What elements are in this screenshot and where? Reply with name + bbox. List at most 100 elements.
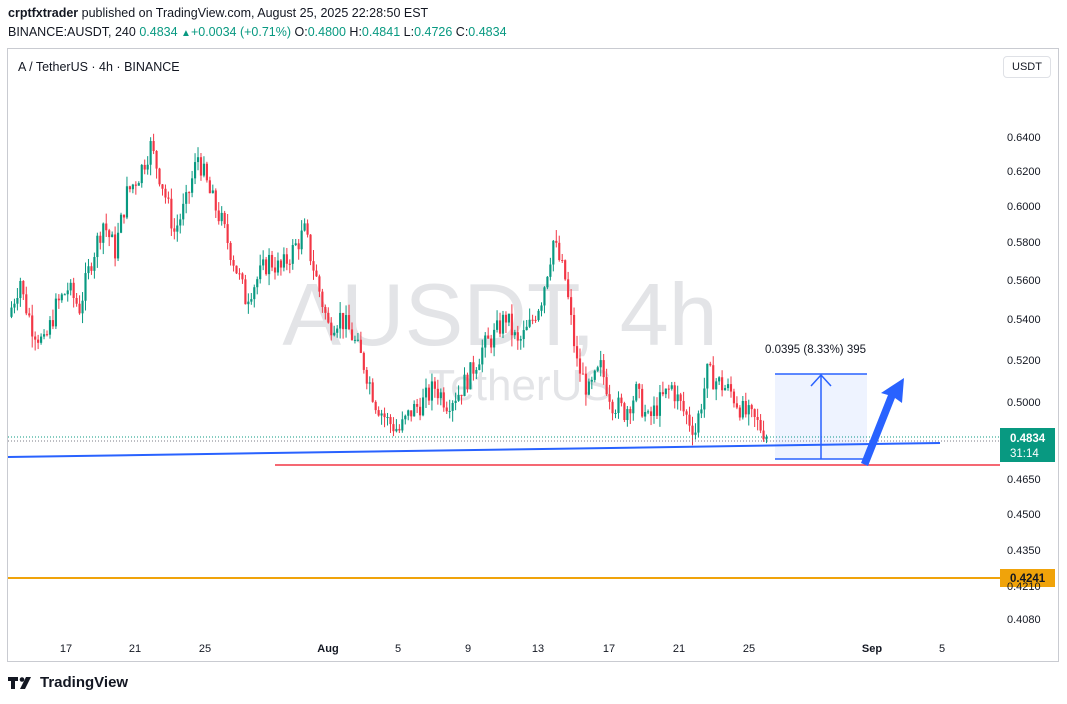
candle-body (63, 294, 66, 296)
last-price-tag (1000, 428, 1055, 462)
candle-body (208, 180, 211, 194)
candle-body (667, 388, 670, 390)
candle-body (620, 397, 623, 404)
pair-title: A / TetherUS · 4h · BINANCE (18, 60, 180, 74)
candle-body (359, 339, 362, 353)
candle-body (356, 339, 359, 341)
candle-body (238, 273, 241, 275)
candle-body (294, 243, 297, 246)
y-tick-label: 0.4350 (1007, 545, 1041, 557)
candle-body (167, 197, 170, 199)
candle-body (229, 242, 232, 260)
candle-body (487, 335, 490, 339)
candle-body (105, 223, 108, 231)
candle-body (741, 401, 744, 418)
candle-body (564, 260, 567, 280)
candle-body (572, 314, 576, 347)
candle-body (315, 270, 318, 277)
candle-body (664, 388, 667, 395)
candle-body (475, 369, 478, 374)
candle-body (759, 419, 762, 431)
candle-body (401, 419, 404, 431)
candle-body (570, 297, 573, 315)
candle-body (575, 346, 579, 359)
candle-body (10, 307, 13, 317)
candle-body (45, 334, 49, 336)
x-tick-label: 13 (532, 643, 544, 655)
currency-button[interactable]: USDT (1003, 56, 1051, 78)
candle-body (596, 367, 599, 371)
candle-body (516, 332, 519, 341)
candle-body (419, 406, 422, 416)
candle-body (392, 424, 395, 432)
candle-body (250, 299, 253, 302)
candle-body (448, 410, 451, 412)
candle-body (377, 410, 380, 416)
candle-body (13, 303, 16, 308)
candle-body (122, 214, 126, 218)
footer-brand: TradingView (8, 674, 128, 691)
candle-body (158, 168, 161, 185)
candle-body (72, 282, 75, 298)
candle-body (561, 260, 564, 262)
x-tick-label: 21 (673, 643, 685, 655)
candle-body (173, 228, 176, 232)
measure-label: 0.0395 (8.33%) 395 (765, 344, 866, 356)
candle-body (478, 364, 481, 370)
candle-body (199, 157, 203, 176)
candle-body (57, 298, 60, 301)
candle-body (744, 401, 747, 415)
candle-body (182, 203, 185, 220)
candle-body (25, 294, 28, 314)
candle-body (176, 225, 179, 232)
candle-body (51, 320, 55, 327)
last-price: 0.4834 (139, 25, 178, 39)
candle-body (380, 413, 383, 416)
candle-body (442, 392, 445, 408)
candle-body (641, 388, 644, 417)
x-tick-label: 5 (395, 643, 401, 655)
candle-body (682, 400, 685, 412)
candle-body (318, 276, 321, 292)
support-trendline[interactable] (7, 442, 941, 458)
candle-body (715, 381, 718, 390)
candle-body (226, 224, 229, 243)
candle-body (649, 411, 653, 416)
y-tick-label: 0.4080 (1007, 614, 1041, 626)
low-value: 0.4726 (414, 25, 453, 39)
forecast-arrow[interactable] (861, 378, 904, 466)
candle-body (84, 273, 87, 301)
candle-body (241, 273, 244, 280)
candle-body (48, 320, 52, 335)
candle-body (540, 305, 543, 311)
candle-body (504, 314, 508, 323)
published-text: published on TradingView.com, August 25,… (81, 6, 429, 20)
candle-body (395, 428, 398, 432)
candle-body (220, 212, 223, 222)
candle-body (490, 338, 493, 348)
candle-body (407, 410, 410, 416)
candle-body (427, 387, 431, 401)
candle-body (753, 409, 756, 417)
brand-name: TradingView (40, 674, 129, 691)
candle-body (658, 392, 662, 416)
candle-body (193, 162, 197, 179)
x-tick-label: Aug (317, 643, 338, 655)
y-tick-label: 0.6400 (1007, 132, 1041, 144)
candle-body (410, 410, 413, 417)
x-tick-label: 21 (129, 643, 141, 655)
candle-body (276, 260, 280, 273)
candle-body (697, 413, 700, 433)
candle-body (501, 314, 505, 334)
candle-body (330, 322, 333, 336)
candle-body (161, 184, 164, 189)
candle-body (549, 264, 552, 277)
candle-body (513, 332, 516, 336)
candle-body (288, 263, 291, 265)
y-tick-label: 0.4650 (1007, 474, 1041, 486)
x-tick-label: 17 (60, 643, 72, 655)
x-tick-label: 25 (199, 643, 211, 655)
candle-body (655, 405, 659, 416)
publisher-name[interactable]: crptfxtrader (8, 6, 79, 20)
